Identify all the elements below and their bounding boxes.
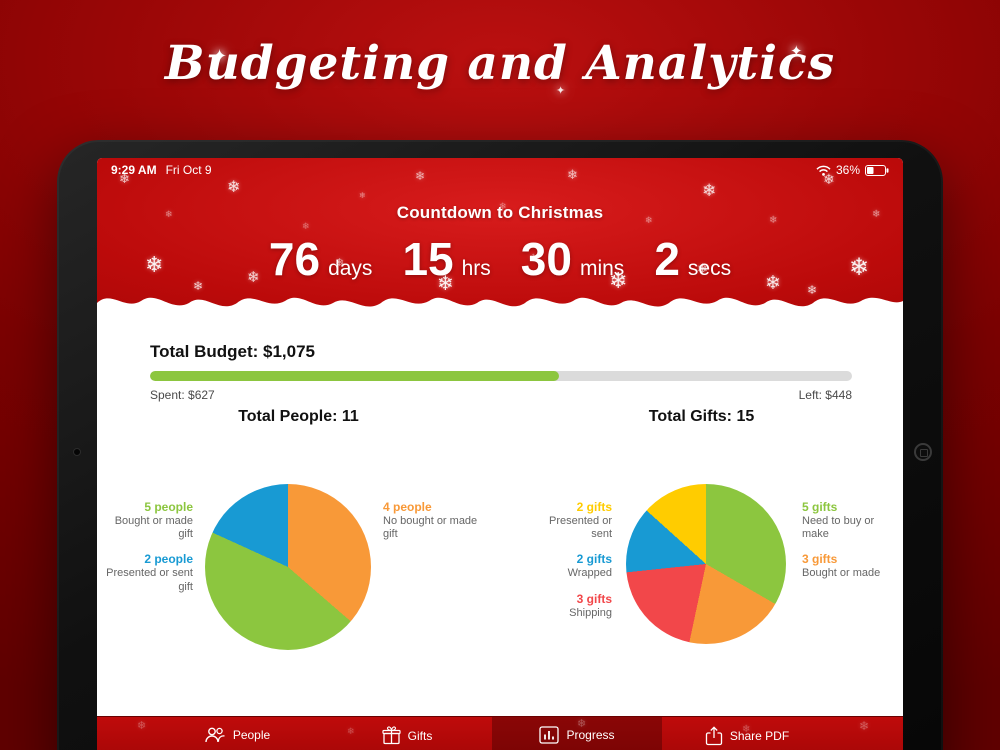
legend-count-label: 5 people (144, 500, 193, 514)
countdown-seconds-value: 2 (654, 233, 680, 285)
legend-item: 2 gifts Wrapped (527, 552, 612, 580)
legend-count-label: 5 gifts (802, 500, 838, 514)
countdown-hours: 15 hrs (402, 232, 490, 286)
status-bar: 9:29 AM Fri Oct 9 36% (97, 158, 903, 177)
gifts-chart: 2 gifts Presented or sent 2 gifts Wrapped 3 … (527, 484, 902, 644)
gifts-legend-right: 5 gifts Need to buy or make 3 gifts Bought … (802, 500, 902, 581)
countdown-hours-label: hrs (461, 257, 491, 280)
countdown-days: 76 days (269, 232, 373, 286)
tab-gifts[interactable]: Gifts (322, 717, 492, 750)
camera-dot (73, 448, 81, 456)
snowflake-icon: ❄ (359, 191, 366, 200)
tab-people-label: People (232, 728, 271, 742)
countdown-header: 9:29 AM Fri Oct 9 36% (97, 158, 903, 326)
legend-description: Presented or sent gift (106, 567, 193, 593)
home-button[interactable] (914, 443, 932, 461)
budget-progress-track (150, 371, 852, 381)
countdown-days-label: days (328, 257, 373, 280)
countdown-minutes-value: 30 (520, 233, 572, 285)
people-legend-left: 5 people Bought or made gift 2 people Prese… (105, 500, 193, 594)
sparkle-icon: ✦ (790, 43, 803, 60)
total-budget-label: Total Budget: $1,075 (150, 342, 315, 361)
legend-item: 2 gifts Presented or sent (527, 500, 612, 541)
tab-progress-label: Progress (566, 728, 615, 742)
left-label: Left: $448 (798, 388, 852, 402)
people-icon (205, 727, 225, 743)
legend-count-label: 3 gifts (576, 591, 612, 606)
wifi-icon (816, 165, 831, 176)
legend-description: Shipping (569, 606, 612, 619)
app-screen: 9:29 AM Fri Oct 9 36% (97, 158, 903, 750)
status-time: 9:29 AM (111, 163, 157, 177)
total-people-title: Total People: 11 (238, 408, 359, 425)
battery-icon (865, 164, 889, 176)
legend-count-label: 4 people (383, 500, 432, 514)
legend-item: 5 gifts Need to buy or make (802, 500, 902, 541)
countdown-title: Countdown to Christmas (396, 203, 604, 222)
countdown-seconds-label: secs (687, 257, 732, 280)
legend-count-label: 2 people (144, 552, 193, 567)
sparkle-icon: ✦ (556, 85, 566, 97)
legend-description: Need to buy or make (802, 515, 875, 541)
people-pie-chart (205, 484, 371, 650)
tab-people[interactable]: People (152, 717, 322, 750)
legend-count-label: 3 gifts (802, 552, 838, 567)
countdown-minutes-label: mins (579, 257, 625, 280)
spent-label: Spent: $627 (150, 388, 215, 402)
countdown-minutes: 30 mins (521, 232, 625, 286)
share-icon (705, 726, 722, 746)
countdown-hours-value: 15 (402, 233, 454, 285)
snowflake-icon: ❄ (227, 179, 241, 196)
snowflake-icon: ❄ (859, 719, 870, 733)
people-legend-right: 4 people No bought or made gift (383, 500, 487, 541)
status-date: Fri Oct 9 (165, 163, 212, 177)
legend-item: 2 people Presented or sent gift (105, 552, 193, 593)
legend-description: Bought or made (802, 567, 881, 580)
tab-bar: People Gifts (97, 716, 903, 750)
legend-item: 4 people No bought or made gift (383, 500, 487, 541)
countdown-row: 76 days 15 hrs 30 mins 2 secs (97, 232, 903, 286)
snowflake-icon: ❄ (137, 720, 147, 732)
tab-progress[interactable]: Progress (492, 717, 662, 750)
legend-description: No bought or made gift (383, 515, 478, 541)
gift-icon (382, 726, 401, 745)
countdown-seconds: 2 secs (654, 232, 731, 286)
tab-share-pdf-label: Share PDF (729, 729, 790, 743)
sparkle-icon: ✦ (212, 46, 228, 66)
progress-chart-icon (539, 726, 560, 744)
snowflake-icon: ❄ (702, 181, 717, 200)
total-gifts-title: Total Gifts: 15 (648, 408, 755, 425)
legend-count-label: 2 gifts (576, 500, 612, 514)
page-title: Budgeting and Analytics (164, 36, 836, 91)
legend-item: 3 gifts Shipping (527, 592, 612, 620)
budget-detail-row: Spent: $627 Left: $448 (150, 388, 852, 402)
legend-description: Bought or made gift (114, 515, 193, 541)
countdown-days-value: 76 (268, 233, 321, 285)
legend-count-label: 2 gifts (576, 552, 612, 567)
gifts-pie-chart (626, 484, 786, 644)
ipad-frame: 9:29 AM Fri Oct 9 36% (57, 140, 943, 750)
tab-gifts-label: Gifts (407, 728, 433, 743)
people-chart: 5 people Bought or made gift 2 people Prese… (105, 484, 487, 650)
budget-progress-fill (150, 371, 560, 381)
tab-share-pdf[interactable]: Share PDF (662, 717, 832, 750)
legend-description: Presented or sent (549, 515, 612, 541)
gifts-legend-left: 2 gifts Presented or sent 2 gifts Wrapped 3 … (527, 500, 612, 620)
legend-item: 5 people Bought or made gift (105, 500, 193, 541)
legend-item: 3 gifts Bought or made (802, 552, 902, 580)
snow-edge (97, 297, 903, 326)
snowflake-icon: ❄ (302, 221, 310, 231)
legend-description: Wrapped (567, 567, 612, 580)
battery-percent: 36% (835, 163, 860, 177)
